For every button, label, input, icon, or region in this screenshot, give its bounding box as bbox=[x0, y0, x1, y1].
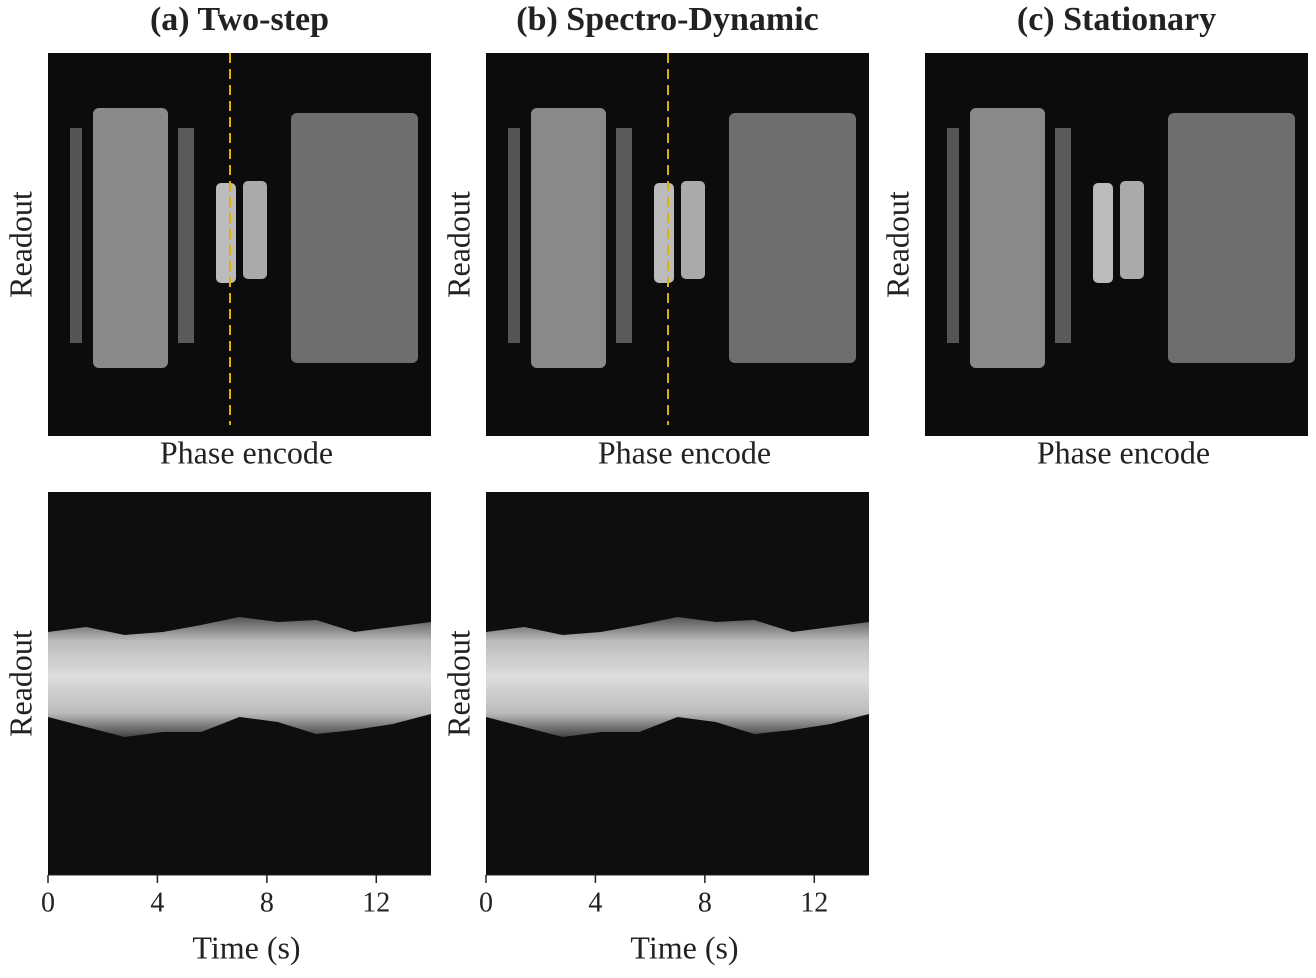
phantom-insert bbox=[654, 183, 674, 283]
phantom-stripe bbox=[178, 128, 194, 343]
x-axis-label: Phase encode bbox=[1037, 434, 1210, 470]
phantom-insert bbox=[243, 181, 267, 279]
x-tick-label: 0 bbox=[479, 887, 493, 918]
phantom-block bbox=[729, 113, 856, 363]
phantom-insert bbox=[216, 183, 236, 283]
y-axis-label: Readout bbox=[440, 630, 476, 737]
x-tick-label: 4 bbox=[150, 887, 164, 918]
x-axis-label: Phase encode bbox=[160, 434, 333, 470]
signal-band bbox=[486, 617, 869, 737]
signal-band bbox=[48, 617, 431, 737]
phantom-insert bbox=[1093, 183, 1113, 283]
phantom-block bbox=[1168, 113, 1295, 363]
phantom-insert bbox=[1120, 181, 1144, 279]
y-axis-label: Readout bbox=[2, 191, 38, 298]
x-tick-label: 4 bbox=[588, 887, 602, 918]
phantom-block bbox=[291, 113, 418, 363]
phantom-insert bbox=[681, 181, 705, 279]
phantom-stripe bbox=[70, 128, 82, 343]
phantom-stripe bbox=[947, 128, 959, 343]
panel-title: (a) Two-step bbox=[150, 1, 329, 38]
phantom-block bbox=[970, 108, 1045, 368]
phantom-block bbox=[531, 108, 606, 368]
x-axis-label: Time (s) bbox=[192, 929, 300, 965]
x-tick-label: 8 bbox=[260, 887, 274, 918]
y-axis-label: Readout bbox=[2, 630, 38, 737]
x-tick-label: 0 bbox=[41, 887, 55, 918]
phantom-stripe bbox=[1055, 128, 1071, 343]
x-tick-label: 12 bbox=[800, 887, 828, 918]
x-axis-label: Time (s) bbox=[630, 929, 738, 965]
phantom-block bbox=[93, 108, 168, 368]
panel-title: (b) Spectro-Dynamic bbox=[516, 1, 819, 38]
y-axis-label: Readout bbox=[440, 191, 476, 298]
x-axis-label: Phase encode bbox=[598, 434, 771, 470]
x-tick-label: 12 bbox=[362, 887, 390, 918]
phantom-stripe bbox=[616, 128, 632, 343]
x-tick-label: 8 bbox=[698, 887, 712, 918]
phantom-stripe bbox=[508, 128, 520, 343]
y-axis-label: Readout bbox=[879, 191, 915, 298]
panel-title: (c) Stationary bbox=[1017, 1, 1216, 38]
